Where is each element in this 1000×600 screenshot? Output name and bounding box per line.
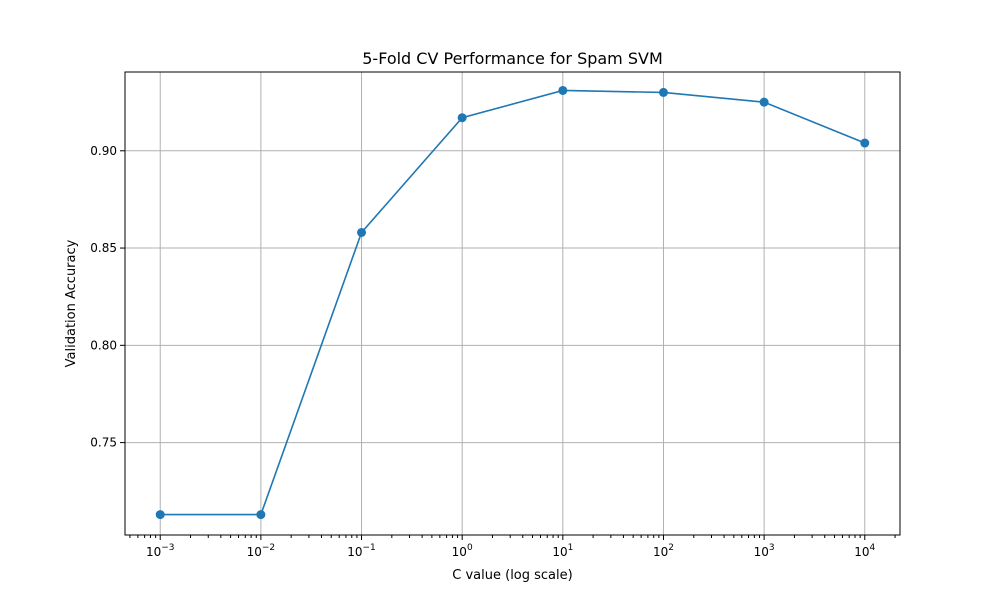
x-tick-label: 101 bbox=[552, 543, 573, 559]
data-point bbox=[860, 138, 870, 148]
x-tick-label: 104 bbox=[854, 543, 875, 559]
data-point bbox=[155, 510, 165, 520]
data-point bbox=[558, 85, 568, 95]
x-tick-label: 10−1 bbox=[347, 543, 376, 559]
y-tick-label: 0.80 bbox=[90, 338, 117, 352]
x-tick-label: 10−3 bbox=[146, 543, 175, 559]
data-point bbox=[658, 87, 668, 97]
plot-area-frame bbox=[124, 71, 901, 536]
data-point bbox=[457, 113, 467, 123]
x-tick-label: 10−2 bbox=[247, 543, 276, 559]
data-point bbox=[357, 227, 367, 237]
x-tick-label: 103 bbox=[754, 543, 775, 559]
data-point bbox=[256, 510, 266, 520]
series bbox=[155, 85, 870, 520]
y-axis: 0.75 0.80 0.85 0.90 bbox=[90, 144, 125, 450]
x-axis-label: C value (log scale) bbox=[452, 568, 572, 583]
chart-title: 5-Fold CV Performance for Spam SVM bbox=[362, 49, 663, 68]
x-tick-label: 102 bbox=[653, 543, 674, 559]
y-axis-label: Validation Accuracy bbox=[64, 239, 79, 367]
x-axis: 10−3 10−2 10−1 100 101 102 103 104 bbox=[146, 535, 876, 559]
y-tick-label: 0.85 bbox=[90, 241, 117, 255]
y-tick-label: 0.90 bbox=[90, 144, 117, 158]
series-line bbox=[160, 89, 866, 516]
y-tick-label: 0.75 bbox=[90, 436, 117, 450]
grid bbox=[125, 72, 900, 535]
data-point bbox=[759, 97, 769, 107]
x-tick-label: 100 bbox=[452, 543, 473, 559]
